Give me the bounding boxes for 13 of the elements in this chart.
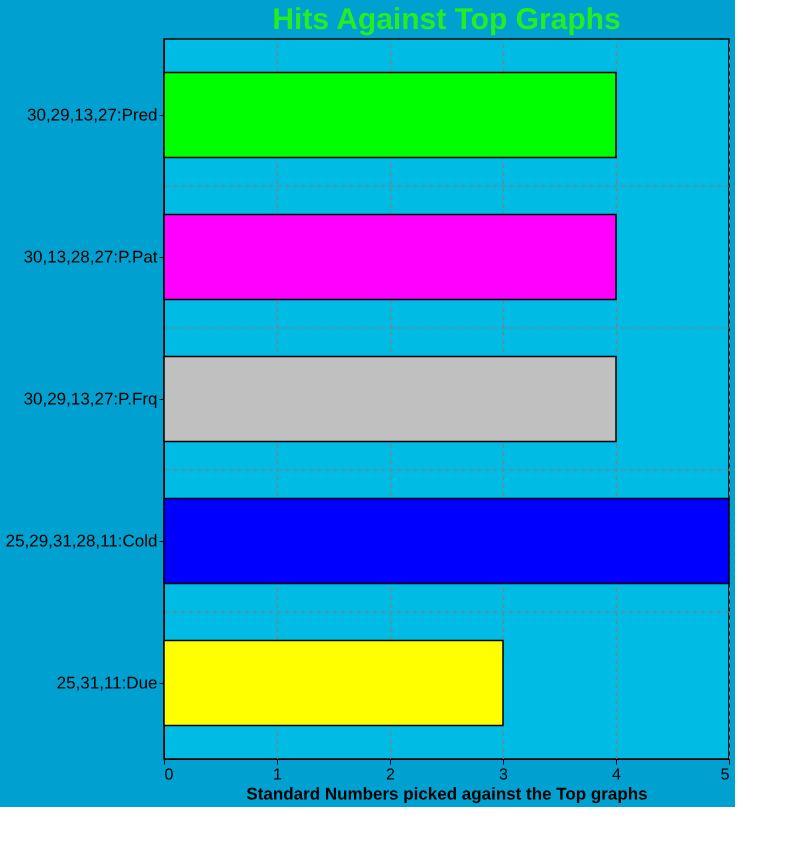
x-tick-label: 2	[386, 766, 396, 784]
y-tick-label: 30,29,13,27:P.Frq	[24, 390, 158, 408]
y-tick-label: 30,29,13,27:Pred	[27, 106, 158, 124]
y-tick-label: 25,31,11:Due	[56, 674, 158, 692]
chart-title: Hits Against Top Graphs	[272, 3, 621, 36]
y-tick-label: 30,13,28,27:P.Pat	[24, 248, 158, 266]
x-axis-title: Standard Numbers picked against the Top graphs	[246, 784, 648, 804]
x-tick-label: 1	[273, 766, 282, 784]
x-tick-label: 3	[499, 766, 508, 784]
y-tick-label: 25,29,31,28,11:Cold	[6, 532, 158, 550]
x-tick-label: 0	[164, 766, 174, 784]
x-tick-label: 4	[612, 766, 622, 784]
x-tick-label: 5	[720, 766, 730, 784]
